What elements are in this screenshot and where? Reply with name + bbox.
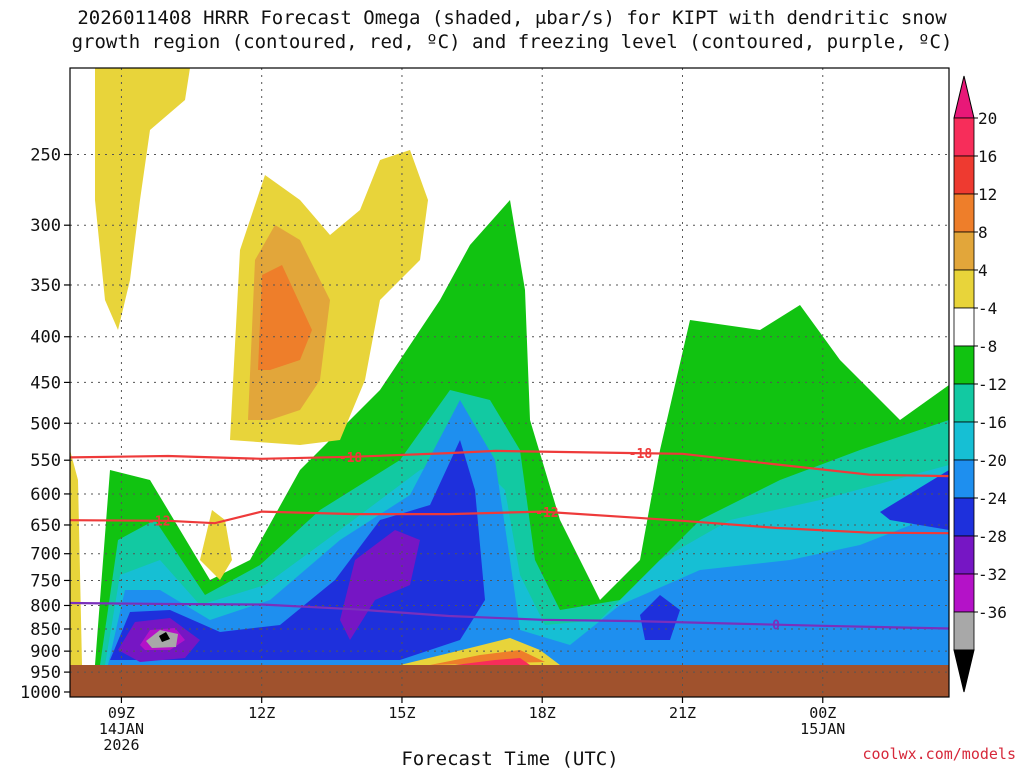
colorbar-label: -4: [978, 299, 997, 318]
y-tick-label: 300: [30, 216, 61, 236]
omega-band-plus-surface-3: [455, 658, 530, 665]
y-tick-label: 850: [30, 620, 61, 640]
omega-band-plus-4-low: [200, 510, 232, 580]
omega-band-minus-36: [159, 632, 170, 642]
colorbar-swatch: [953, 193, 975, 233]
x-tick-label: 21Z: [669, 704, 696, 722]
dendritic-minus-18-contour-label: -18: [339, 451, 363, 466]
freezing-level-contour-label: 0: [772, 619, 780, 634]
x-tick-label: 14JAN: [99, 720, 144, 738]
y-tick-label: 550: [30, 451, 61, 471]
y-axis: 2503003504004505005506006507007508008509…: [20, 146, 70, 703]
colorbar-swatch: [953, 459, 975, 499]
colorbar-swatch: [953, 117, 975, 157]
omega-band-plus-edge: [70, 450, 82, 665]
colorbar-arrow-top: [953, 75, 975, 119]
terrain-ground: [70, 665, 949, 697]
plot-area: -18 -18 -12 -12 0: [70, 68, 949, 697]
colorbar-label: 16: [978, 147, 997, 166]
colorbar-label: -12: [978, 375, 1007, 394]
dendritic-minus-12-contour-label: -12: [535, 506, 558, 521]
x-tick-label: 00Z: [809, 704, 836, 722]
colorbar-swatch: [953, 155, 975, 195]
colorbar-swatch: [953, 231, 975, 271]
x-tick-label: 09Z: [108, 704, 135, 722]
y-tick-label: 350: [30, 276, 61, 296]
colorbar-label: 12: [978, 185, 997, 204]
chart-title: 2026011408 HRRR Forecast Omega (shaded, …: [0, 6, 1024, 54]
colorbar-swatch: [953, 307, 975, 347]
colorbar-label: 8: [978, 223, 988, 242]
y-tick-label: 450: [30, 373, 61, 393]
colorbar-label: -8: [978, 337, 997, 356]
colorbar-swatch: [953, 421, 975, 461]
dendritic-minus-18-contour-line: [70, 449, 949, 478]
y-tick-label: 650: [30, 516, 61, 536]
y-tick-label: 1000: [20, 683, 61, 703]
y-tick-label: 250: [30, 146, 61, 166]
y-tick-label: 500: [30, 414, 61, 434]
colorbar-label: -36: [978, 603, 1007, 622]
colorbar-swatch: [953, 269, 975, 309]
freezing-level-contour-line: [70, 601, 949, 630]
x-tick-label: 15Z: [388, 704, 415, 722]
dendritic-minus-18-contour-label: -18: [629, 447, 653, 462]
y-tick-label: 800: [30, 596, 61, 616]
colorbar-swatch: [953, 383, 975, 423]
colorbar-label: -24: [978, 489, 1007, 508]
dendritic-minus-12-contour-line: [70, 510, 949, 535]
colorbar-swatch: [953, 573, 975, 613]
colorbar-label: -28: [978, 527, 1007, 546]
credit-text: coolwx.com/models: [862, 745, 1016, 763]
colorbar-swatch: [953, 535, 975, 575]
y-tick-label: 600: [30, 485, 61, 505]
x-axis-label: Forecast Time (UTC): [401, 748, 618, 768]
x-tick-label: 12Z: [248, 704, 275, 722]
omega-band-plus-12: [258, 265, 312, 370]
y-tick-label: 700: [30, 545, 61, 565]
omega-shading-negative: [95, 200, 949, 665]
colorbar-swatch: [953, 611, 975, 651]
y-tick-label: 900: [30, 642, 61, 662]
y-tick-label: 400: [30, 328, 61, 348]
omega-band-minus-24-mid: [340, 530, 420, 640]
colorbar-label: 4: [978, 261, 988, 280]
title-line-1: 2026011408 HRRR Forecast Omega (shaded, …: [77, 7, 947, 29]
colorbar: 20 16 12 8 4 -4 -8 -12 -16 -20 -24 -28 -32 -36: [953, 75, 1007, 693]
colorbar-swatch: [953, 497, 975, 537]
omega-band-minus-20-right: [880, 470, 949, 530]
colorbar-swatch: [953, 345, 975, 385]
omega-band-plus-4-left: [95, 68, 190, 330]
colorbar-label: -16: [978, 413, 1007, 432]
y-tick-label: 950: [30, 663, 61, 683]
title-line-2: growth region (contoured, red, ºC) and f…: [71, 31, 953, 53]
colorbar-arrow-bottom: [953, 649, 975, 693]
x-tick-label: 2026: [103, 736, 139, 754]
x-tick-label: 18Z: [529, 704, 556, 722]
x-tick-label: 15JAN: [800, 720, 845, 738]
omega-band-minus-20-mid: [640, 595, 680, 640]
colorbar-label: -20: [978, 451, 1007, 470]
colorbar-label: 20: [978, 109, 997, 128]
contours: -18 -18 -12 -12 0: [70, 447, 949, 634]
omega-shading-positive: [70, 68, 560, 665]
dendritic-minus-12-contour-label: -12: [147, 515, 170, 530]
y-tick-label: 750: [30, 571, 61, 591]
colorbar-label: -32: [978, 565, 1007, 584]
omega-band-minus-20: [110, 440, 485, 660]
